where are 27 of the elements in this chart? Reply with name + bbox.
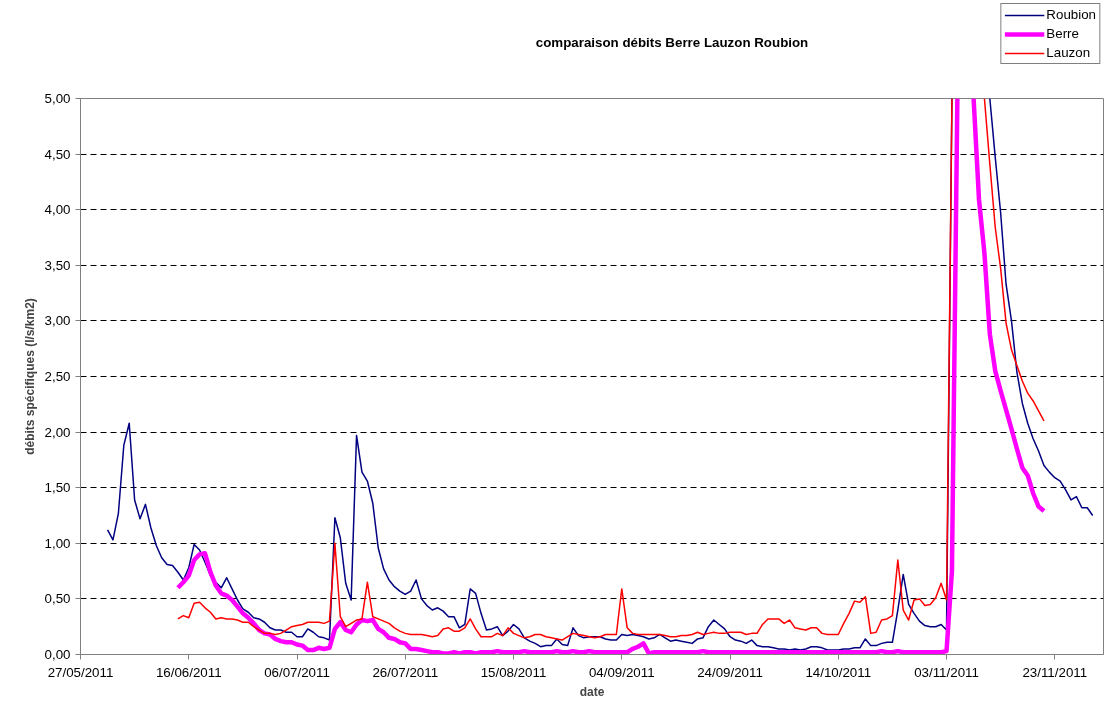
- x-tick-label: 26/07/2011: [372, 664, 439, 680]
- y-axis-title: débits spécifiques (l/s/km2): [22, 298, 37, 455]
- y-tick-label: 4,50: [44, 146, 71, 162]
- y-tick-label: 4,00: [44, 202, 71, 218]
- y-tick-label: 5,00: [44, 91, 71, 106]
- legend-label: Roubion: [1046, 7, 1096, 22]
- x-tick-label: 14/10/2011: [805, 664, 872, 680]
- x-tick-label: 27/05/2011: [47, 664, 114, 680]
- y-tick-label: 3,50: [44, 257, 71, 273]
- x-axis-title: date: [579, 684, 605, 699]
- legend-label: Berre: [1046, 26, 1079, 41]
- x-tick-label: 23/11/2011: [1022, 664, 1088, 680]
- y-tick-label: 1,00: [44, 535, 71, 551]
- y-tick-label: 3,00: [44, 313, 71, 329]
- y-tick-label: 0,00: [44, 647, 71, 662]
- y-tick-label: 0,50: [44, 591, 71, 607]
- x-tick-label: 15/08/2011: [480, 664, 547, 680]
- y-tick-label: 1,50: [44, 480, 71, 496]
- x-tick-label: 04/09/2011: [588, 664, 655, 680]
- legend-label: Lauzon: [1046, 45, 1091, 60]
- x-tick-label: 06/07/2011: [264, 664, 330, 680]
- y-tick-label: 2,00: [44, 424, 71, 440]
- x-tick-label: 24/09/2011: [697, 664, 763, 680]
- y-tick-label: 2,50: [44, 369, 71, 384]
- x-tick-label: 03/11/2011: [914, 664, 979, 680]
- chart-title: comparaison débits Berre Lauzon Roubion: [535, 35, 809, 50]
- x-tick-label: 16/06/2011: [155, 664, 222, 680]
